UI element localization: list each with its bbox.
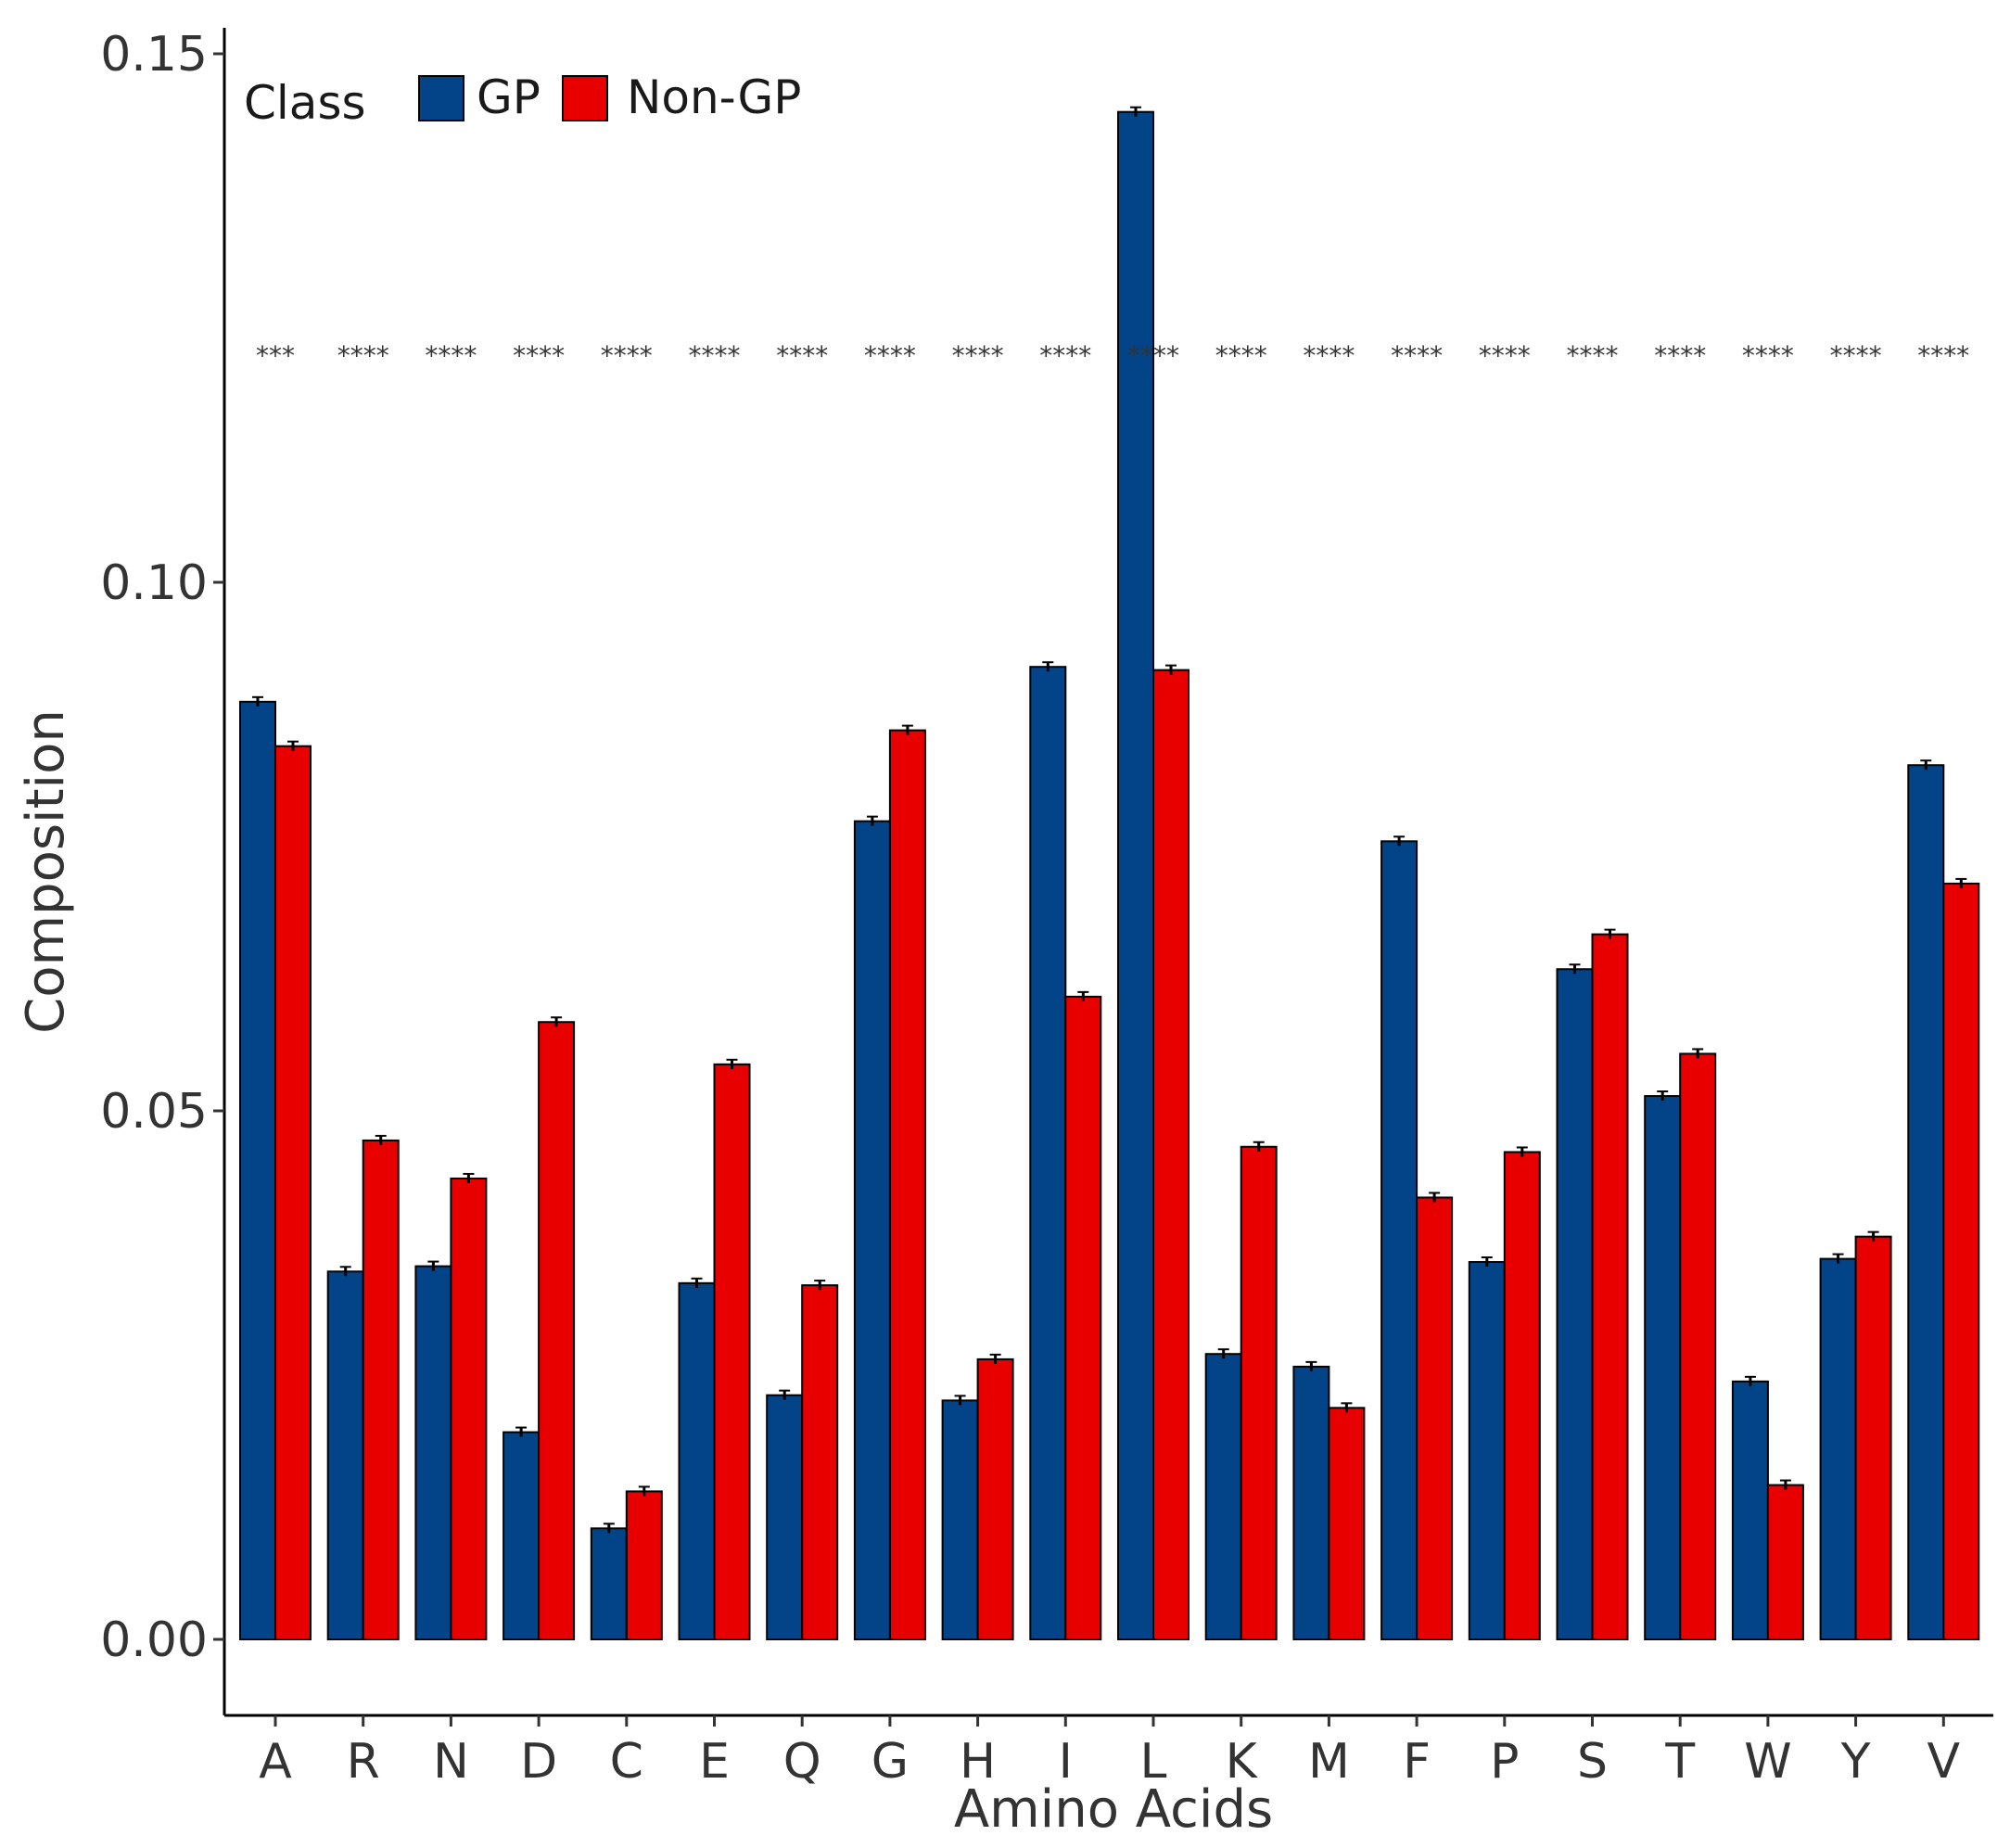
bar-non-gp-r [362, 1139, 400, 1641]
bar-non-gp-d [538, 1021, 576, 1640]
bar-gp-w [1731, 1380, 1769, 1640]
bar-gp-q [766, 1394, 804, 1641]
significance-label: **** [1742, 340, 1794, 371]
significance-label: **** [952, 340, 1004, 371]
y-axis-title: Composition [16, 709, 76, 1034]
x-tick-label: K [1226, 1734, 1259, 1790]
legend-label-gp: GP [477, 70, 541, 124]
bar-non-gp-h [976, 1357, 1014, 1641]
bar-gp-h [941, 1399, 979, 1640]
bar-gp-i [1029, 666, 1067, 1641]
x-tick-label: T [1664, 1734, 1695, 1790]
significance-label: **** [1567, 340, 1619, 371]
x-tick-label: D [520, 1734, 557, 1790]
significance-label: **** [1127, 340, 1179, 371]
bar-gp-f [1380, 840, 1418, 1640]
bar-non-gp-q [801, 1284, 839, 1640]
significance-label: **** [1391, 340, 1443, 371]
bar-gp-n [414, 1265, 452, 1640]
bar-gp-g [853, 820, 891, 1640]
x-tick-label: Y [1840, 1734, 1871, 1790]
legend: Class GP Non-GP [244, 70, 801, 130]
x-tick-label: M [1308, 1734, 1350, 1790]
significance-label: **** [1215, 340, 1267, 371]
bar-non-gp-n [450, 1177, 488, 1640]
x-tick-label: W [1744, 1734, 1791, 1790]
x-tick-label: S [1577, 1734, 1608, 1790]
significance-label: **** [1479, 340, 1531, 371]
y-tick-label: 0.05 [100, 1084, 208, 1140]
x-tick-label: H [960, 1734, 996, 1790]
bar-gp-p [1468, 1261, 1506, 1641]
x-tick-label: C [610, 1734, 643, 1790]
bar-gp-m [1292, 1365, 1330, 1640]
y-tick-label: 0.15 [100, 27, 208, 83]
bar-gp-k [1204, 1353, 1242, 1640]
bar-gp-s [1556, 968, 1594, 1640]
significance-label: **** [776, 340, 828, 371]
significance-label: *** [256, 340, 295, 371]
x-tick-label: L [1140, 1734, 1167, 1790]
bar-non-gp-f [1416, 1196, 1454, 1640]
legend-swatch-non-gp [562, 75, 608, 121]
bar-non-gp-w [1766, 1484, 1804, 1641]
bar-gp-c [590, 1527, 628, 1641]
significance-label: **** [1654, 340, 1706, 371]
x-tick-label: V [1927, 1734, 1961, 1790]
bar-non-gp-g [888, 729, 926, 1640]
legend-title: Class [244, 76, 366, 130]
x-tick-label: E [699, 1734, 730, 1790]
bar-gp-y [1819, 1257, 1857, 1640]
significance-label: **** [601, 340, 653, 371]
y-tick-label: 0.10 [100, 555, 208, 611]
bar-non-gp-k [1240, 1145, 1278, 1640]
significance-label: **** [1917, 340, 1969, 371]
bar-gp-a [239, 700, 276, 1640]
legend-label-non-gp: Non-GP [627, 70, 801, 124]
significance-annotations: *** **** **** **** **** **** **** **** **** **** *… [256, 340, 1969, 371]
bar-non-gp-y [1854, 1235, 1892, 1641]
x-tick-label: F [1403, 1734, 1431, 1790]
x-tick-label: P [1490, 1734, 1519, 1790]
bar-gp-r [326, 1270, 364, 1641]
bar-gp-l [1117, 110, 1154, 1641]
significance-label: **** [513, 340, 565, 371]
bar-gp-e [678, 1281, 716, 1640]
bar-non-gp-v [1942, 882, 1980, 1640]
x-tick-label: A [259, 1734, 292, 1790]
bar-non-gp-c [625, 1490, 663, 1641]
bar-non-gp-t [1679, 1052, 1717, 1640]
significance-label: **** [689, 340, 741, 371]
bar-gp-d [502, 1431, 541, 1641]
x-tick-label: N [433, 1734, 469, 1790]
significance-label: **** [337, 340, 389, 371]
y-axis-ticks: 0.00 0.05 0.10 0.15 [100, 27, 224, 1668]
y-tick-label: 0.00 [100, 1612, 208, 1668]
x-tick-label: R [347, 1734, 380, 1790]
bar-non-gp-s [1591, 933, 1629, 1640]
significance-label: **** [1303, 340, 1355, 371]
legend-swatch-gp [418, 75, 464, 121]
x-axis-title: Amino Acids [954, 1779, 1273, 1840]
bars-layer [239, 106, 1980, 1641]
bar-non-gp-e [713, 1063, 751, 1640]
x-tick-label: Q [783, 1734, 821, 1790]
bar-non-gp-m [1328, 1407, 1366, 1640]
bar-non-gp-l [1152, 669, 1189, 1640]
significance-label: **** [425, 340, 477, 371]
bar-gp-v [1907, 764, 1945, 1640]
bar-non-gp-p [1503, 1151, 1541, 1640]
significance-label: **** [1830, 340, 1882, 371]
significance-label: **** [864, 340, 916, 371]
bar-non-gp-i [1064, 995, 1102, 1640]
x-tick-label: G [871, 1734, 909, 1790]
bar-gp-t [1644, 1095, 1682, 1641]
bar-non-gp-a [274, 745, 312, 1640]
x-tick-label: I [1059, 1734, 1073, 1790]
significance-label: **** [1039, 340, 1091, 371]
